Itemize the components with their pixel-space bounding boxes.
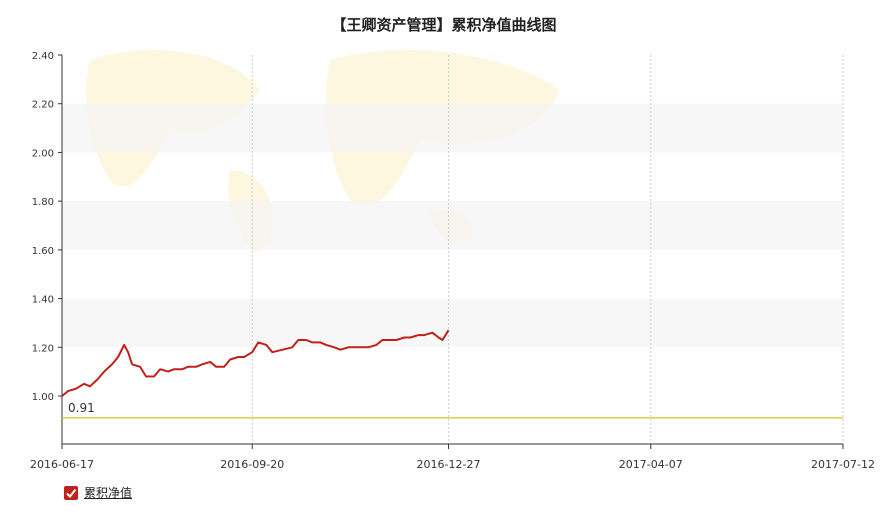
grid-band bbox=[62, 201, 843, 250]
y-tick-label: 2.00 bbox=[32, 148, 54, 159]
y-tick-label: 2.20 bbox=[32, 100, 54, 111]
checkmark-icon bbox=[66, 488, 77, 498]
y-tick-label: 2.40 bbox=[32, 51, 54, 62]
grid-band bbox=[62, 103, 843, 153]
y-tick-label: 1.80 bbox=[32, 197, 54, 208]
x-tick-label: 2017-04-07 bbox=[619, 458, 683, 471]
grid-band bbox=[62, 298, 843, 348]
x-tick-label: 2016-06-17 bbox=[30, 458, 94, 471]
series-line bbox=[61, 329, 450, 397]
reference-line-label: 0.91 bbox=[68, 401, 95, 415]
y-tick-label: 1.00 bbox=[32, 392, 54, 403]
y-tick-label: 1.40 bbox=[32, 295, 54, 306]
legend[interactable]: 累积净值 bbox=[64, 484, 132, 501]
chart-title: 【王卿资产管理】累积净值曲线图 bbox=[331, 16, 557, 34]
legend-label[interactable]: 累积净值 bbox=[84, 486, 133, 500]
y-tick-label: 1.60 bbox=[32, 246, 54, 257]
x-tick-label: 2016-09-20 bbox=[220, 458, 284, 471]
x-tick-label: 2017-07-12 bbox=[811, 458, 875, 471]
x-tick-label: 2016-12-27 bbox=[417, 458, 481, 471]
y-tick-label: 1.20 bbox=[32, 343, 54, 354]
legend-checkbox[interactable] bbox=[64, 485, 78, 500]
